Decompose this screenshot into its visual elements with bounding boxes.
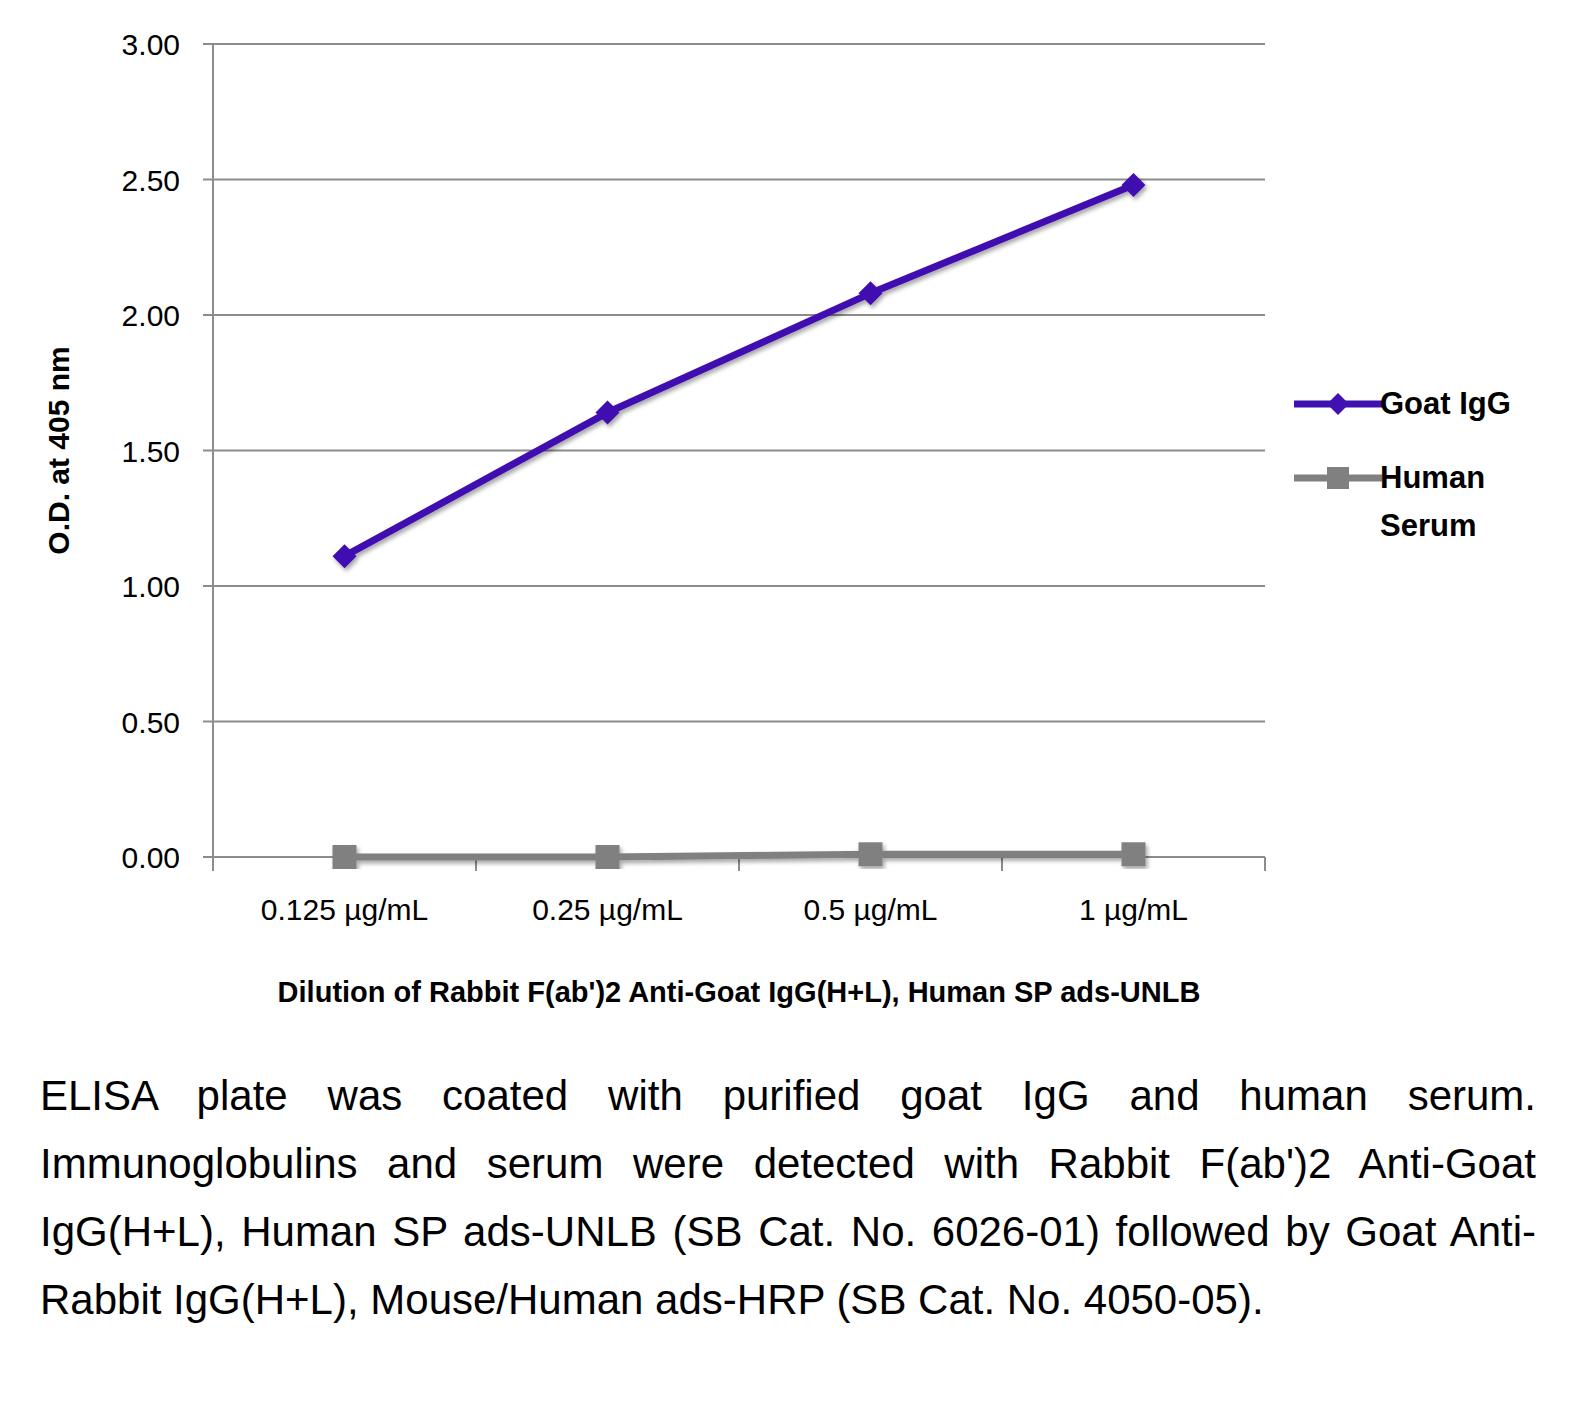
x-axis-title: Dilution of Rabbit F(ab')2 Anti-Goat IgG… [278, 976, 1201, 1008]
x-tick [1001, 857, 1003, 871]
legend-item: Human Serum [1292, 454, 1560, 550]
plot-area [333, 173, 1146, 869]
marker [596, 401, 620, 425]
x-tick [212, 857, 214, 871]
y-tick [203, 856, 213, 858]
series [333, 173, 1146, 568]
grid-line [213, 450, 1265, 452]
grid-line [213, 43, 1265, 45]
legend-label: Goat IgG [1380, 380, 1560, 428]
x-tick [1264, 857, 1266, 871]
grid-line [213, 179, 1265, 181]
legend-symbol [1292, 380, 1384, 428]
y-tick [203, 585, 213, 587]
caption: ELISA plate was coated with purified goa… [40, 1062, 1536, 1334]
y-tick [203, 450, 213, 452]
y-tick [203, 43, 213, 45]
marker [333, 845, 357, 869]
marker [596, 845, 620, 869]
y-tick-label: 3.00 [122, 28, 180, 61]
marker [1122, 173, 1146, 197]
legend-marker [1327, 393, 1349, 415]
legend-marker [1327, 467, 1349, 489]
grid-line [213, 721, 1265, 723]
marker [859, 281, 883, 305]
y-tick-label: 1.50 [122, 435, 180, 468]
marker [333, 544, 357, 568]
line [345, 185, 1134, 556]
legend-symbol [1292, 454, 1384, 502]
y-tick-label: 2.50 [122, 164, 180, 197]
y-tick [203, 179, 213, 181]
grid-line [213, 314, 1265, 316]
y-tick-label: 2.00 [122, 299, 180, 332]
legend: Goat IgG Human Serum [1292, 380, 1560, 576]
y-tick-label: 0.00 [122, 841, 180, 874]
marker [859, 842, 883, 866]
x-tick-label: 0.25 µg/mL [532, 893, 683, 926]
y-tick [203, 314, 213, 316]
marker [1122, 842, 1146, 866]
y-tick-label: 1.00 [122, 570, 180, 603]
legend-label: Human Serum [1380, 454, 1560, 550]
x-tick-label: 0.5 µg/mL [803, 893, 937, 926]
series [333, 842, 1146, 869]
y-tick-label: 0.50 [122, 706, 180, 739]
line [345, 854, 1134, 857]
grid-line [213, 585, 1265, 587]
legend-item: Goat IgG [1292, 380, 1560, 428]
x-tick-label: 0.125 µg/mL [261, 893, 428, 926]
y-axis-title: O.D. at 405 nm [42, 346, 75, 554]
x-tick-label: 1 µg/mL [1079, 893, 1188, 926]
y-tick [203, 721, 213, 723]
